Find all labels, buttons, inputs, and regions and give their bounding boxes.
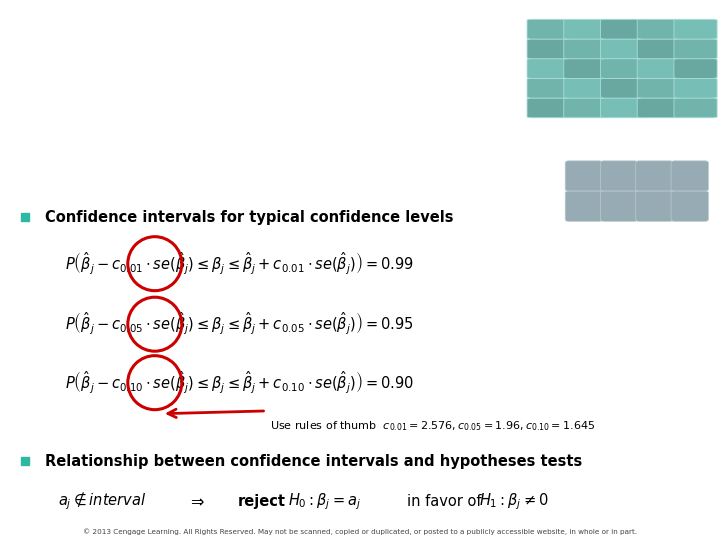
- FancyBboxPatch shape: [600, 78, 644, 98]
- FancyBboxPatch shape: [564, 98, 607, 118]
- FancyBboxPatch shape: [674, 78, 717, 98]
- Text: Confidence intervals for typical confidence levels: Confidence intervals for typical confide…: [45, 210, 453, 225]
- Text: $P\left(\hat{\beta}_j - c_{0.10} \cdot se(\hat{\beta}_j) \leq \beta_j \leq \hat{: $P\left(\hat{\beta}_j - c_{0.10} \cdot s…: [65, 369, 414, 396]
- FancyBboxPatch shape: [565, 191, 603, 221]
- Text: $H_1 : \beta_j \neq 0$: $H_1 : \beta_j \neq 0$: [479, 491, 549, 512]
- Text: Relationship between confidence intervals and hypotheses tests: Relationship between confidence interval…: [45, 454, 582, 469]
- FancyBboxPatch shape: [600, 59, 644, 78]
- FancyBboxPatch shape: [674, 59, 717, 78]
- FancyBboxPatch shape: [600, 98, 644, 118]
- FancyBboxPatch shape: [674, 19, 717, 39]
- FancyBboxPatch shape: [564, 19, 607, 39]
- FancyBboxPatch shape: [636, 191, 673, 221]
- Text: © 2013 Cengage Learning. All Rights Reserved. May not be scanned, copied or dupl: © 2013 Cengage Learning. All Rights Rese…: [83, 529, 637, 535]
- Text: Use rules of thumb  $c_{0.01} = 2.576, c_{0.05} = 1.96, c_{0.10} = 1.645$: Use rules of thumb $c_{0.01} = 2.576, c_…: [270, 419, 595, 433]
- FancyBboxPatch shape: [674, 39, 717, 59]
- FancyBboxPatch shape: [527, 39, 570, 59]
- Text: reject: reject: [238, 494, 286, 509]
- FancyBboxPatch shape: [671, 191, 708, 221]
- Text: $P\left(\hat{\beta}_j - c_{0.01} \cdot se(\hat{\beta}_j) \leq \beta_j \leq \hat{: $P\left(\hat{\beta}_j - c_{0.01} \cdot s…: [65, 251, 413, 277]
- Text: $\Rightarrow$: $\Rightarrow$: [187, 494, 205, 509]
- FancyBboxPatch shape: [527, 78, 570, 98]
- FancyBboxPatch shape: [674, 98, 717, 118]
- FancyBboxPatch shape: [637, 98, 680, 118]
- FancyBboxPatch shape: [637, 19, 680, 39]
- FancyBboxPatch shape: [565, 161, 603, 191]
- FancyBboxPatch shape: [600, 161, 638, 191]
- Text: $H_0 : \beta_j = a_j$: $H_0 : \beta_j = a_j$: [288, 491, 361, 512]
- FancyBboxPatch shape: [600, 191, 638, 221]
- FancyBboxPatch shape: [671, 161, 708, 191]
- FancyBboxPatch shape: [564, 59, 607, 78]
- Text: $P\left(\hat{\beta}_j - c_{0.05} \cdot se(\hat{\beta}_j) \leq \beta_j \leq \hat{: $P\left(\hat{\beta}_j - c_{0.05} \cdot s…: [65, 311, 413, 338]
- FancyBboxPatch shape: [564, 39, 607, 59]
- Text: Analysis: Inference: Analysis: Inference: [22, 83, 396, 117]
- Text: $a_j \notin interval$: $a_j \notin interval$: [58, 491, 146, 512]
- FancyBboxPatch shape: [527, 59, 570, 78]
- FancyBboxPatch shape: [637, 78, 680, 98]
- FancyBboxPatch shape: [600, 19, 644, 39]
- Text: in favor of: in favor of: [407, 494, 481, 509]
- FancyBboxPatch shape: [564, 78, 607, 98]
- Text: Multiple Regression: Multiple Regression: [22, 32, 411, 66]
- FancyBboxPatch shape: [527, 19, 570, 39]
- FancyBboxPatch shape: [637, 39, 680, 59]
- FancyBboxPatch shape: [636, 161, 673, 191]
- FancyBboxPatch shape: [527, 98, 570, 118]
- FancyBboxPatch shape: [637, 59, 680, 78]
- FancyBboxPatch shape: [600, 39, 644, 59]
